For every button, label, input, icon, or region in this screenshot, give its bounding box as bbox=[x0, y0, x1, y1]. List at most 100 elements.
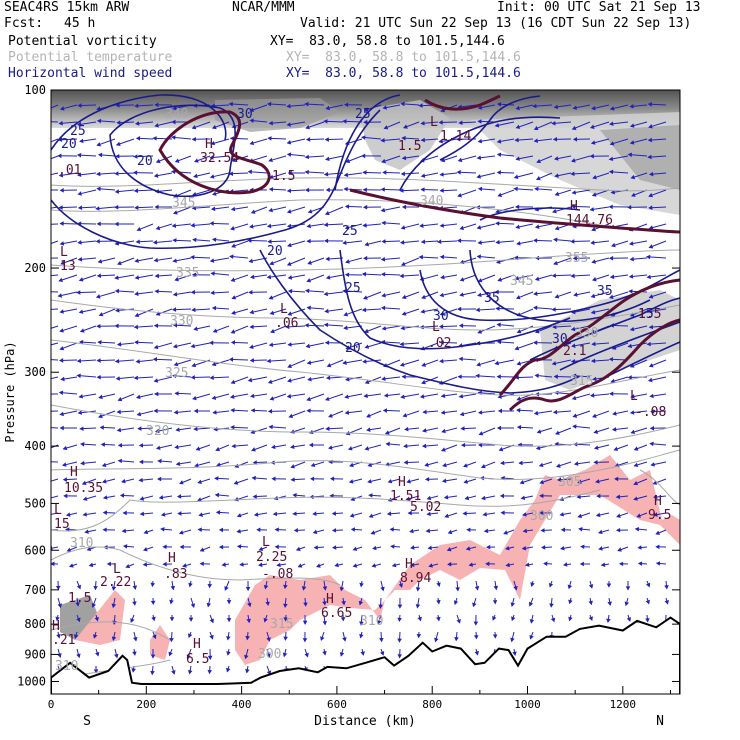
pv-extremum-kind: L bbox=[630, 389, 638, 404]
wind-vector-head bbox=[533, 238, 538, 243]
wind-vector-head bbox=[560, 527, 566, 533]
wind-vector-head bbox=[629, 363, 635, 368]
wind-vector-head bbox=[588, 600, 593, 606]
wind-vector-head bbox=[645, 599, 650, 605]
wind-vector-head bbox=[497, 408, 502, 414]
wind-vector-head bbox=[236, 513, 242, 518]
wind-vector-head bbox=[532, 103, 537, 109]
wind-vector-head bbox=[549, 603, 554, 608]
wind-vector-head bbox=[77, 103, 82, 108]
wind-vector-head bbox=[96, 171, 101, 177]
wind-vector-head bbox=[629, 312, 635, 317]
pv-extremum-kind: H bbox=[205, 137, 213, 152]
wind-vector-head bbox=[173, 210, 178, 215]
wind-vector-head bbox=[153, 173, 159, 178]
wind-vector-head bbox=[341, 600, 346, 606]
wind-vector-head bbox=[191, 136, 196, 142]
wind-vector-head bbox=[230, 407, 235, 413]
wind-vector-head bbox=[457, 374, 462, 379]
wind-vector-head bbox=[162, 544, 167, 550]
wind-vector-head bbox=[207, 669, 212, 675]
wind-vector-head bbox=[456, 136, 461, 142]
pv-extremum-value: 6.5 bbox=[186, 652, 209, 667]
wind-vector-head bbox=[48, 529, 51, 532]
wind-vector-head bbox=[541, 545, 546, 550]
wind-vector-head bbox=[339, 586, 345, 592]
wind-vector-head bbox=[230, 206, 236, 212]
wind-vector-head bbox=[245, 635, 250, 641]
wind-vector-head bbox=[482, 511, 487, 517]
wind-vector-head bbox=[249, 224, 254, 229]
wind-vector-head bbox=[182, 563, 187, 568]
wind-vector-head bbox=[191, 125, 197, 130]
wind-vector-head bbox=[495, 306, 500, 311]
pv-extremum-kind: H bbox=[70, 465, 78, 480]
wind-vector-head bbox=[306, 305, 311, 311]
wind-vector-head bbox=[286, 188, 292, 194]
wind-vector-head bbox=[286, 140, 292, 145]
wind-vector-head bbox=[132, 601, 137, 606]
pv-extremum: 2.1 bbox=[563, 344, 586, 359]
wind-vector-head bbox=[41, 290, 44, 293]
wind-vector-head bbox=[138, 443, 144, 448]
wind-vector-head bbox=[191, 205, 197, 211]
wind-vector-head bbox=[290, 444, 295, 450]
wind-vector-head bbox=[496, 425, 502, 431]
wind-vector-head bbox=[155, 225, 161, 231]
wind-vector-head bbox=[628, 241, 634, 246]
wind-vector-head bbox=[191, 362, 197, 368]
wind-vector-head bbox=[443, 494, 449, 500]
wind-vector-head bbox=[655, 561, 661, 566]
wind-vector-head bbox=[334, 562, 339, 568]
wind-vector-head bbox=[572, 105, 577, 110]
wind-vector-head bbox=[251, 475, 256, 481]
wind-vector bbox=[476, 375, 496, 378]
wind-vector bbox=[51, 206, 59, 209]
wind-vector-head bbox=[77, 240, 82, 245]
wind-vector-head bbox=[46, 514, 49, 517]
wind-label: 30 bbox=[237, 107, 253, 122]
wind-vector-head bbox=[309, 476, 315, 482]
wind-vector-head bbox=[40, 358, 43, 361]
wind-vector-head bbox=[91, 603, 96, 608]
wind-vector-head bbox=[609, 141, 615, 146]
wind-vector-head bbox=[229, 254, 234, 259]
pv-extremum-value: .02 bbox=[428, 336, 451, 351]
wind-vector-head bbox=[175, 427, 180, 432]
theta-contour-labels: 345 340 335 330 325 320 315 310 305 300 … bbox=[55, 107, 598, 674]
wind-vector-head bbox=[218, 527, 223, 533]
wind-vector-head bbox=[215, 446, 220, 452]
wind-vector-head bbox=[134, 258, 139, 263]
wind-vector-head bbox=[209, 634, 214, 640]
wind-vector-head bbox=[153, 378, 159, 383]
wind-label: 20 bbox=[137, 154, 153, 169]
wind-vector-head bbox=[285, 324, 290, 330]
wind-vector-head bbox=[399, 188, 404, 193]
wind-vector-head bbox=[172, 258, 177, 263]
wind-vector-head bbox=[139, 511, 145, 517]
wind-vector-head bbox=[400, 325, 405, 331]
field-name-theta: Potential temperature bbox=[8, 50, 173, 65]
pv-extremum: 1.5 bbox=[68, 591, 91, 606]
wind-vector-head bbox=[306, 238, 311, 244]
wind-vector-head bbox=[59, 309, 64, 314]
wind-vector-head bbox=[94, 616, 99, 622]
x-tick-label: 0 bbox=[48, 698, 55, 711]
wind-vector-head bbox=[312, 511, 317, 517]
wind-vector-head bbox=[51, 561, 55, 567]
wind-vector-head bbox=[301, 586, 307, 591]
theta-label: 355 bbox=[565, 251, 588, 266]
wind-vector-head bbox=[439, 358, 444, 364]
wind-vector-head bbox=[268, 157, 273, 163]
wind-vector-head bbox=[172, 105, 177, 111]
wind-vector-head bbox=[179, 480, 184, 485]
wind-vector-head bbox=[650, 409, 655, 414]
wind-vector-head bbox=[287, 311, 293, 316]
wind-vector-head bbox=[40, 275, 43, 278]
wind-vector-head bbox=[590, 309, 596, 315]
pv-extremum-kind: L bbox=[113, 562, 121, 577]
wind-vector-head bbox=[364, 107, 369, 112]
wind-vector-head bbox=[441, 428, 446, 434]
wind-vector-head bbox=[135, 394, 141, 400]
wind-vector-head bbox=[187, 670, 193, 675]
